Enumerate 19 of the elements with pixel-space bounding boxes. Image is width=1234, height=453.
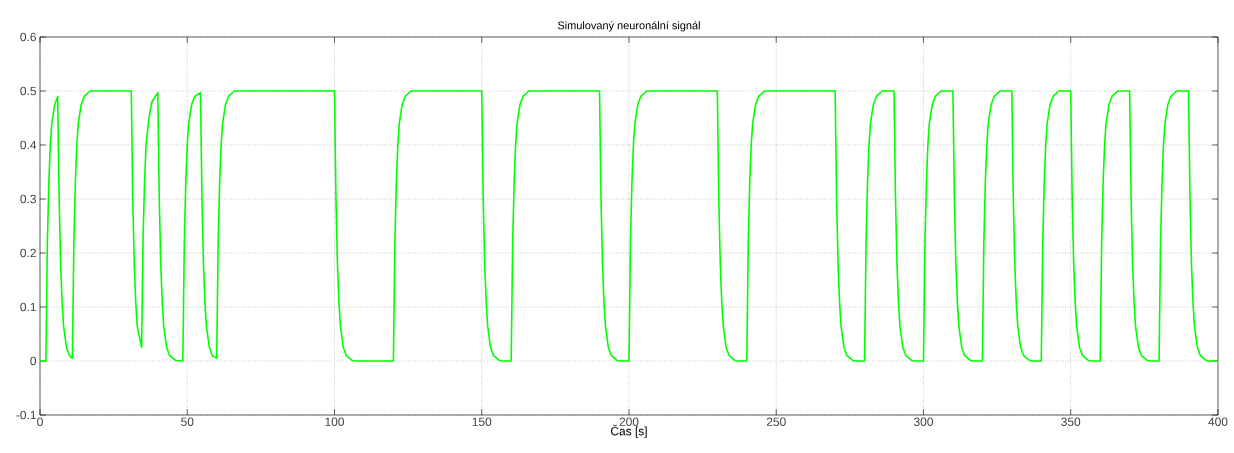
x-tick-label: 200 — [619, 417, 639, 426]
x-tick-label: 300 — [913, 417, 933, 426]
y-tick-label: 0.3 — [20, 194, 36, 204]
line-series — [40, 90, 1218, 362]
x-tick-label: 250 — [766, 417, 786, 426]
y-tick-label: 0.6 — [20, 32, 36, 42]
x-tick-label: 0 — [37, 417, 43, 426]
y-tick-label: 0 — [30, 356, 37, 366]
y-tick-label: 0.5 — [20, 86, 36, 96]
chart-title: Simulovaný neuronální signál — [557, 21, 700, 32]
x-tick-label: 150 — [472, 417, 492, 426]
x-tick-label: 50 — [181, 417, 194, 426]
y-tick-label: -0.1 — [16, 410, 36, 420]
x-tick-label: 100 — [325, 417, 344, 426]
y-tick-label: 0.4 — [20, 140, 37, 150]
y-tick-label: 0.2 — [20, 248, 36, 258]
x-tick-label: 400 — [1208, 417, 1228, 426]
x-tick-label: 350 — [1061, 417, 1081, 426]
y-tick-label: 0.1 — [20, 302, 36, 312]
